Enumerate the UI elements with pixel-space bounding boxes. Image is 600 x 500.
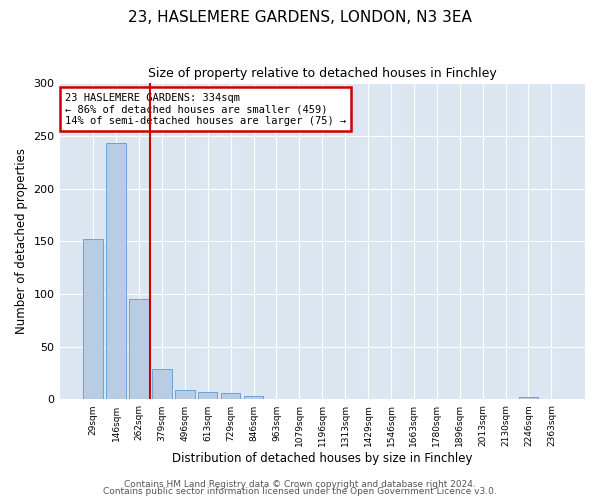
Text: 23 HASLEMERE GARDENS: 334sqm
← 86% of detached houses are smaller (459)
14% of s: 23 HASLEMERE GARDENS: 334sqm ← 86% of de… [65, 92, 346, 126]
Bar [221, 393, 241, 400]
Text: Contains public sector information licensed under the Open Government Licence v3: Contains public sector information licen… [103, 487, 497, 496]
Bar [244, 396, 263, 400]
Text: 23, HASLEMERE GARDENS, LONDON, N3 3EA: 23, HASLEMERE GARDENS, LONDON, N3 3EA [128, 10, 472, 25]
Bar [519, 398, 538, 400]
Bar [175, 390, 194, 400]
Bar [106, 143, 126, 400]
Title: Size of property relative to detached houses in Finchley: Size of property relative to detached ho… [148, 68, 497, 80]
Bar [198, 392, 217, 400]
Bar [129, 300, 149, 400]
Bar [152, 369, 172, 400]
Text: Contains HM Land Registry data © Crown copyright and database right 2024.: Contains HM Land Registry data © Crown c… [124, 480, 476, 489]
Y-axis label: Number of detached properties: Number of detached properties [15, 148, 28, 334]
Bar [83, 239, 103, 400]
X-axis label: Distribution of detached houses by size in Finchley: Distribution of detached houses by size … [172, 452, 473, 465]
